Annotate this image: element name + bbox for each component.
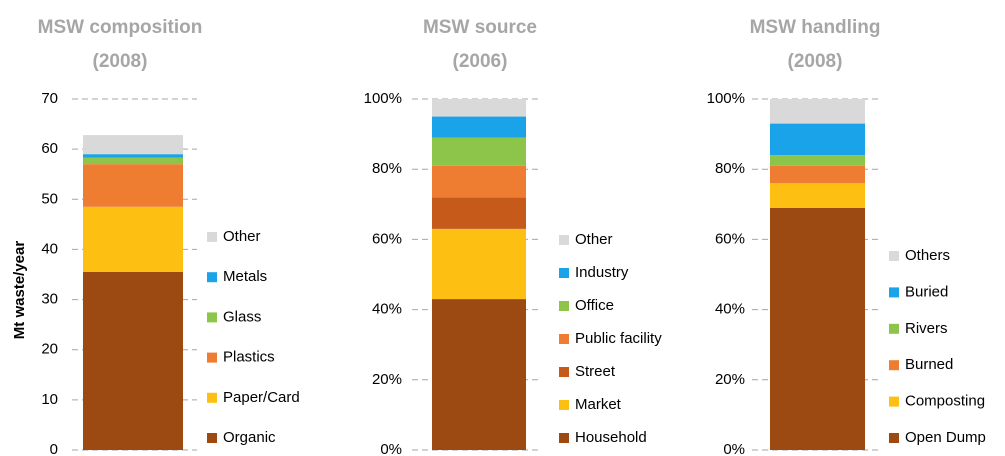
chart-subtitle: (2008) — [93, 51, 148, 72]
legend-swatch — [559, 433, 569, 443]
y-tick-label: 0% — [380, 441, 402, 456]
bar-segment — [83, 271, 183, 450]
legend-swatch — [889, 396, 899, 407]
chart-subtitle: (2006) — [453, 51, 508, 72]
bar-segment — [432, 299, 526, 450]
bar-segment — [432, 228, 526, 300]
legend-swatch — [207, 232, 217, 242]
legend-swatch — [889, 433, 899, 443]
y-tick-label: 10 — [41, 391, 58, 408]
y-tick-label: 60% — [372, 230, 402, 247]
legend-label: Public facility — [575, 330, 662, 347]
legend-label: Paper/Card — [223, 389, 300, 406]
bar-segment — [432, 116, 526, 138]
legend-swatch — [559, 301, 569, 311]
y-tick-label: 20% — [715, 371, 745, 388]
legend-swatch — [559, 367, 569, 377]
bar-segment — [770, 123, 865, 156]
legend-swatch — [559, 334, 569, 344]
legend-label: Metals — [223, 268, 267, 285]
bar-segment — [432, 165, 526, 198]
chart-title: MSW handling — [750, 17, 881, 38]
y-tick-label: 20% — [372, 371, 402, 388]
legend-label: Organic — [223, 429, 276, 446]
y-tick-label: 60 — [41, 140, 58, 157]
legend-label: Composting — [905, 393, 985, 410]
y-tick-label: 60% — [715, 230, 745, 247]
legend-swatch — [889, 287, 899, 298]
legend-label: Rivers — [905, 320, 948, 337]
legend-swatch — [559, 235, 569, 245]
y-tick-label: 40 — [41, 240, 58, 257]
y-tick-label: 40% — [372, 301, 402, 318]
legend-label: Glass — [223, 308, 261, 325]
legend-swatch — [889, 251, 899, 261]
y-tick-label: 50 — [41, 190, 58, 207]
y-tick-label: 80% — [715, 160, 745, 177]
y-tick-label: 40% — [715, 301, 745, 318]
legend-label: Street — [575, 363, 616, 380]
bar-segment — [432, 99, 526, 117]
legend-label: Other — [223, 228, 261, 245]
legend-label: Market — [575, 396, 622, 413]
bar-segment — [770, 165, 865, 184]
legend-swatch — [889, 323, 899, 334]
legend-label: Burned — [905, 356, 953, 373]
legend-swatch — [207, 312, 217, 323]
bar-segment — [770, 183, 865, 208]
y-tick-label: 0% — [723, 441, 745, 456]
chart-title: MSW source — [423, 17, 537, 38]
y-tick-label: 100% — [364, 90, 402, 107]
legend-swatch — [207, 352, 217, 363]
legend-swatch — [559, 268, 569, 278]
legend-label: Other — [575, 231, 613, 248]
legend-swatch — [207, 433, 217, 443]
bar-segment — [432, 137, 526, 166]
legend-swatch — [207, 392, 217, 403]
y-axis-label: Mt waste/year — [11, 241, 28, 340]
y-tick-label: 70 — [41, 90, 58, 107]
legend-swatch — [207, 272, 217, 283]
legend-label: Others — [905, 247, 950, 264]
bar-segment — [770, 155, 865, 166]
y-tick-label: 0 — [50, 441, 58, 456]
chart-subtitle: (2008) — [788, 51, 843, 72]
bar-segment — [83, 164, 183, 207]
chart-title: MSW composition — [38, 17, 203, 38]
bar-segment — [83, 154, 183, 158]
bar-segment — [432, 197, 526, 229]
y-tick-label: 80% — [372, 160, 402, 177]
y-tick-label: 30 — [41, 291, 58, 308]
legend-label: Plastics — [223, 349, 275, 366]
legend-label: Buried — [905, 283, 948, 300]
bar-segment — [83, 135, 183, 155]
y-tick-label: 20 — [41, 341, 58, 358]
legend-label: Household — [575, 429, 647, 446]
bar-segment — [770, 99, 865, 124]
legend-label: Open Dump — [905, 429, 986, 446]
legend-swatch — [889, 360, 899, 371]
legend-label: Industry — [575, 264, 629, 281]
legend-swatch — [559, 400, 569, 410]
y-tick-label: 100% — [707, 90, 745, 107]
legend-label: Office — [575, 297, 614, 314]
bar-segment — [83, 206, 183, 272]
bar-segment — [83, 157, 183, 165]
bar-segment — [770, 207, 865, 450]
